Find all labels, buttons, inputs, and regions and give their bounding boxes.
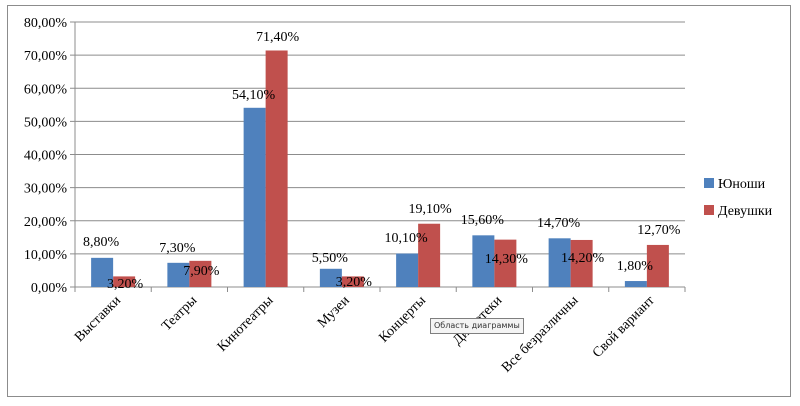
bar-yunoshi bbox=[167, 262, 190, 287]
bar-yunoshi bbox=[548, 238, 571, 287]
bar-yunoshi bbox=[396, 253, 419, 287]
y-tick-label: 20,00% bbox=[24, 215, 68, 230]
x-category-label: Все безразличны bbox=[499, 293, 582, 376]
y-tick-label: 40,00% bbox=[24, 149, 68, 164]
y-tick-label: 50,00% bbox=[24, 115, 68, 130]
x-category-label: Свой вариант bbox=[590, 293, 658, 361]
y-tick-label: 30,00% bbox=[24, 182, 68, 197]
bar-devushki bbox=[418, 223, 441, 287]
bar-yunoshi bbox=[624, 281, 647, 287]
bar-devushki bbox=[341, 276, 364, 287]
data-label: 14,20% bbox=[561, 251, 605, 266]
data-label: 54,10% bbox=[232, 88, 276, 103]
bar-yunoshi bbox=[91, 257, 114, 287]
data-label: 1,80% bbox=[617, 259, 654, 274]
bar-devushki bbox=[265, 50, 288, 287]
bar-devushki bbox=[646, 244, 669, 287]
chart-area-tooltip: Область диаграммы bbox=[430, 318, 524, 334]
x-category-label: Выставки bbox=[72, 293, 124, 345]
bar-yunoshi bbox=[472, 235, 495, 287]
x-category-label: Музеи bbox=[315, 293, 353, 331]
legend-label: Девушки bbox=[718, 204, 773, 219]
chart-area[interactable] bbox=[7, 5, 791, 397]
data-label: 8,80% bbox=[83, 235, 120, 250]
legend-label: Юноши bbox=[718, 177, 766, 192]
data-label: 7,90% bbox=[183, 264, 220, 279]
bar-devushki bbox=[113, 276, 136, 287]
bar-devushki bbox=[494, 239, 517, 287]
x-category-label: Кинотеатры bbox=[215, 293, 277, 355]
bar-yunoshi bbox=[243, 107, 266, 287]
data-label: 14,30% bbox=[485, 252, 529, 267]
bar-yunoshi bbox=[319, 268, 342, 287]
data-label: 10,10% bbox=[385, 231, 429, 246]
y-tick-label: 80,00% bbox=[24, 16, 68, 31]
data-label: 3,20% bbox=[336, 275, 373, 290]
data-label: 3,20% bbox=[107, 277, 144, 292]
bar-devushki bbox=[570, 239, 593, 287]
data-label: 14,70% bbox=[537, 216, 581, 231]
y-tick-label: 70,00% bbox=[24, 49, 68, 64]
data-label: 12,70% bbox=[637, 223, 681, 238]
legend-swatch bbox=[704, 178, 714, 188]
data-label: 5,50% bbox=[312, 251, 349, 266]
legend-swatch bbox=[704, 205, 714, 215]
x-category-label: Театры bbox=[159, 293, 200, 334]
data-label: 19,10% bbox=[409, 202, 453, 217]
bar-devushki bbox=[189, 260, 212, 287]
x-category-label: Концерты bbox=[376, 293, 429, 346]
y-tick-label: 0,00% bbox=[31, 281, 68, 296]
y-tick-label: 60,00% bbox=[24, 82, 68, 97]
data-label: 71,40% bbox=[256, 30, 300, 45]
data-label: 15,60% bbox=[461, 213, 505, 228]
y-tick-label: 10,00% bbox=[24, 248, 68, 263]
data-label: 7,30% bbox=[159, 241, 196, 256]
